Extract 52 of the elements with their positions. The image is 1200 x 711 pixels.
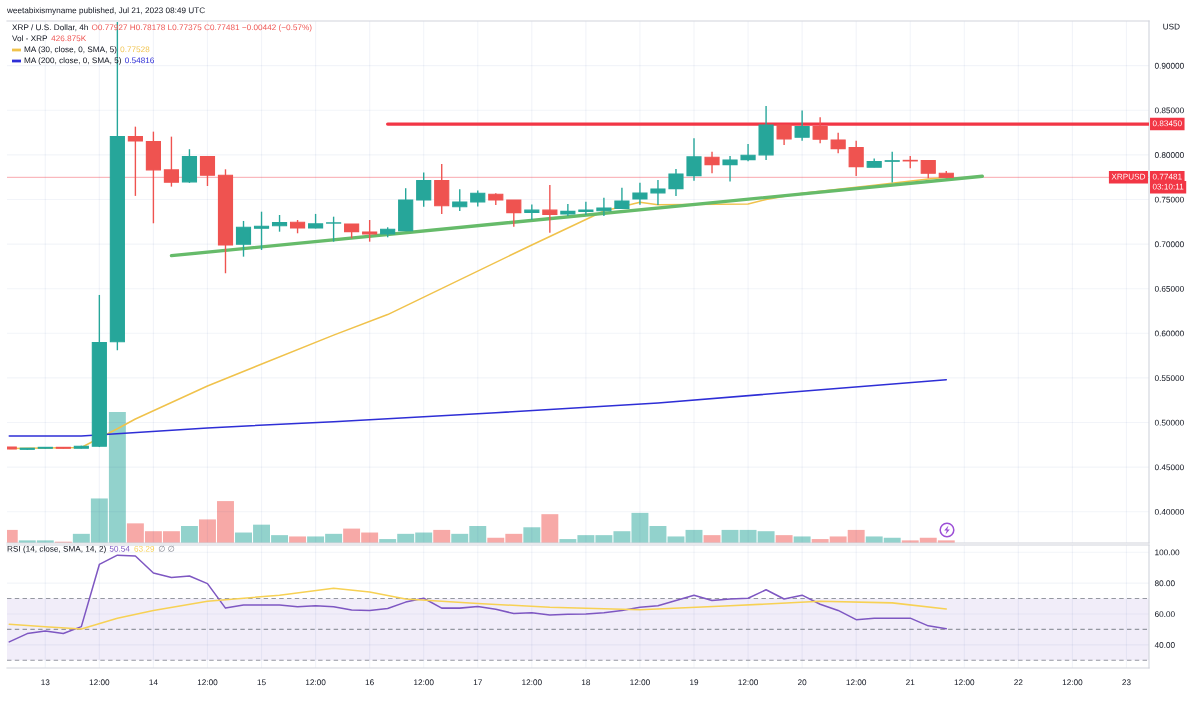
x-tick-label: 18 [581, 679, 591, 686]
y-tick-label: 60.00 [1154, 611, 1175, 618]
y-tick-label: 0.65000 [1154, 285, 1184, 292]
chart-title: XRP / U.S. Dollar, 4h [12, 24, 88, 32]
ref-line-label: 0.77481 [1152, 173, 1182, 180]
x-tick-label: 12:00 [522, 679, 542, 686]
y-tick-label: 80.00 [1154, 580, 1175, 587]
x-tick-label: 21 [906, 679, 915, 686]
annotation: 426.875K [51, 35, 87, 42]
x-tick-label: 12:00 [89, 679, 110, 686]
y-tick-label: 0.75000 [1154, 196, 1184, 203]
x-tick-label: 12:00 [197, 679, 218, 686]
x-tick-label: 12:00 [305, 679, 326, 686]
annotation: 50.54 [109, 545, 130, 552]
x-tick-label: 12:00 [414, 679, 434, 686]
y-tick-label: 0.50000 [1154, 419, 1184, 426]
annotation: ∅ ∅ [158, 545, 175, 552]
x-tick-label: 17 [473, 679, 482, 686]
annotation: 0.77528 [120, 46, 150, 53]
x-tick-label: 22 [1014, 679, 1023, 686]
y-tick-label: 0.55000 [1154, 375, 1184, 381]
x-tick-label: 13 [41, 679, 50, 686]
x-tick-label: 15 [257, 679, 266, 686]
y-tick-label: 0.45000 [1154, 464, 1184, 471]
data-label: 0.83450 [1152, 120, 1182, 127]
y-tick-label: 0.90000 [1154, 62, 1184, 69]
y-tick-label: 100.00 [1155, 549, 1180, 556]
legend-label: MA (30, close, 0, SMA, 5) [24, 46, 117, 54]
chart-title: Vol - XRP [12, 35, 48, 42]
x-tick-label: 12:00 [738, 679, 758, 686]
y-tick-label: 0.85000 [1154, 107, 1184, 114]
annotation: XRPUSD [1111, 173, 1146, 180]
x-tick-label: 12:00 [1062, 679, 1083, 686]
y-tick-label: 40.00 [1154, 642, 1175, 648]
x-tick-label: 20 [797, 679, 807, 686]
y-tick-label: 0.80000 [1154, 152, 1184, 158]
x-tick-label: 12:00 [954, 679, 975, 686]
x-tick-label: 19 [690, 679, 699, 686]
chart-title: RSI (14, close, SMA, 14, 2) [7, 545, 106, 554]
x-tick-label: 16 [365, 679, 374, 686]
x-tick-label: 14 [149, 679, 158, 686]
y-tick-label: 0.40000 [1154, 509, 1184, 515]
y-tick-label: 0.70000 [1154, 241, 1184, 248]
annotation: 63.29 [134, 545, 155, 552]
x-tick-label: 12:00 [630, 679, 650, 686]
y-tick-label: 0.60000 [1154, 330, 1184, 337]
text: weetabixismyname published, Jul 21, 2023 08:49 UTC [6, 7, 205, 15]
annotation: 0.54816 [125, 57, 155, 64]
text: 03:10:11 [1152, 183, 1184, 190]
x-tick-label: 12:00 [846, 679, 867, 686]
x-tick-label: 23 [1122, 679, 1131, 686]
y-axis-title: USD [1163, 23, 1180, 30]
